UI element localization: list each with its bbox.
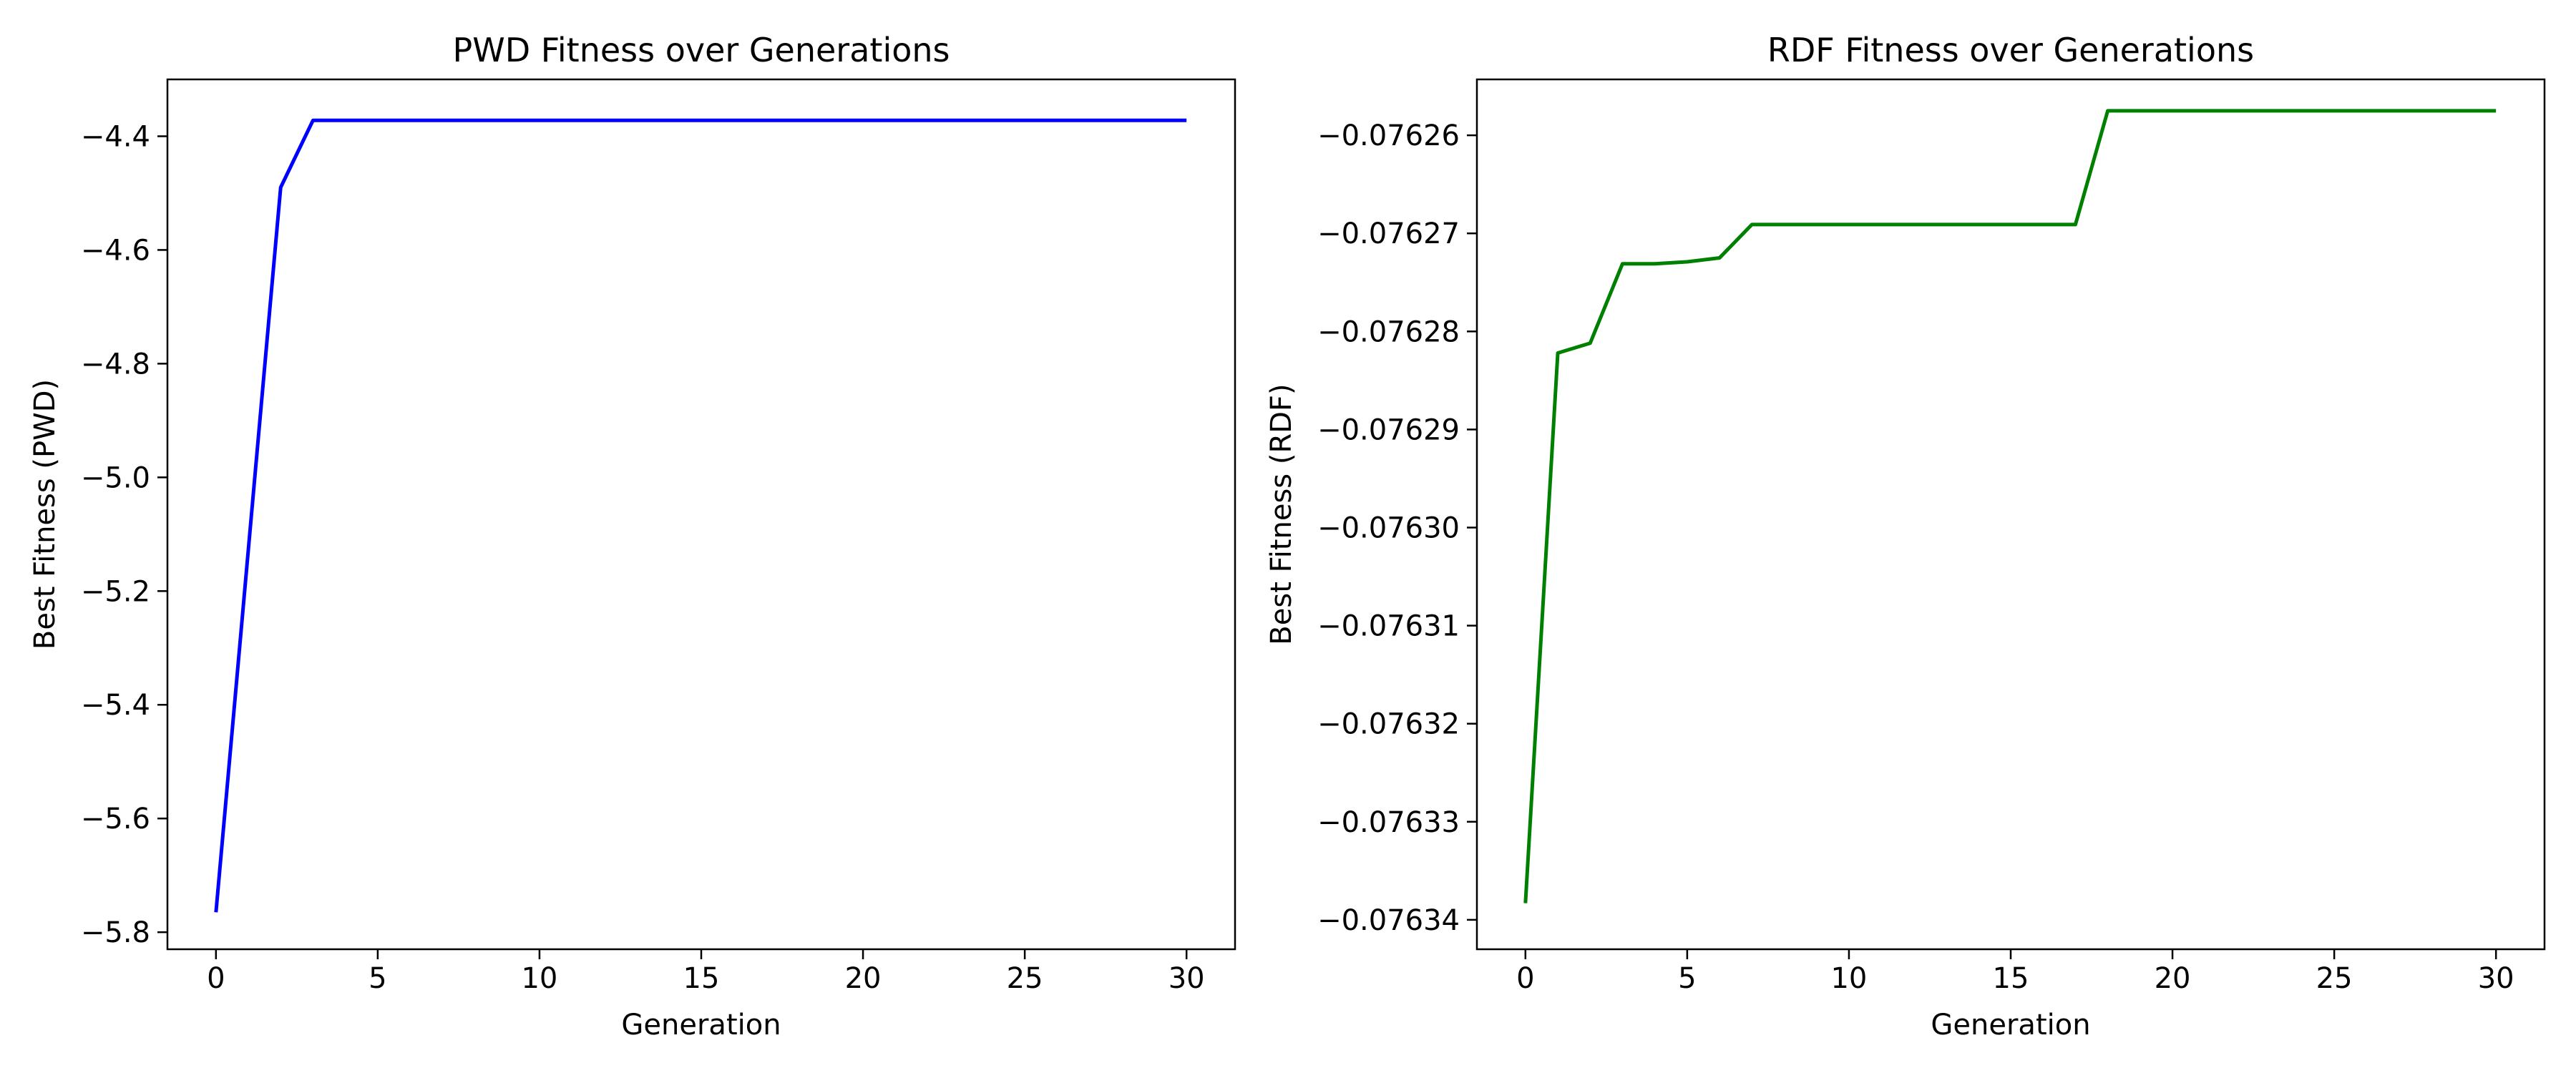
y-axis-label: Best Fitness (PWD)	[29, 379, 62, 650]
y-axis-label: Best Fitness (RDF)	[1265, 383, 1298, 645]
x-tick-label: 25	[1007, 962, 1043, 995]
x-tick-label: 5	[1678, 962, 1696, 995]
chart-title: RDF Fitness over Generations	[1767, 31, 2254, 69]
y-tick-label: −5.6	[81, 803, 150, 836]
x-tick-label: 0	[207, 962, 225, 995]
y-tick-label: −0.07628	[1317, 315, 1460, 348]
x-tick-label: 20	[845, 962, 882, 995]
x-tick-label: 10	[521, 962, 557, 995]
series-lines	[1523, 109, 2497, 903]
pwd-fitness-chart: PWD Fitness over Generations Generation …	[29, 31, 1236, 1042]
rdf-fitness-chart: RDF Fitness over Generations Generation …	[1265, 31, 2546, 1042]
y-tick-label: −0.07626	[1317, 119, 1460, 152]
series-line	[214, 118, 1187, 913]
y-tick-label: −5.2	[81, 575, 150, 608]
x-tick-label: 30	[1169, 962, 1205, 995]
y-ticks: −4.4 −4.6 −4.8 −5.0 −5.2 −5.4 −5.6 −5.8	[81, 120, 167, 949]
x-tick-label: 30	[2478, 962, 2514, 995]
y-tick-label: −5.0	[81, 461, 150, 494]
chart-title: PWD Fitness over Generations	[453, 31, 950, 69]
y-tick-label: −5.8	[81, 916, 150, 949]
plot-area-frame	[1475, 78, 2546, 951]
y-tick-label: −4.6	[81, 234, 150, 267]
x-tick-label: 20	[2155, 962, 2191, 995]
y-tick-label: −0.07627	[1317, 217, 1460, 250]
y-tick-label: −5.4	[81, 689, 150, 722]
y-tick-label: −4.4	[81, 120, 150, 153]
x-ticks: 0 5 10 15 20 25 30	[1516, 949, 2514, 995]
series-lines	[214, 118, 1187, 913]
y-tick-label: −4.8	[81, 348, 150, 381]
x-tick-label: 0	[1516, 962, 1534, 995]
y-tick-label: −0.07630	[1317, 512, 1460, 545]
y-tick-label: −0.07633	[1317, 806, 1460, 839]
series-line	[1523, 109, 2497, 903]
x-tick-label: 25	[2316, 962, 2353, 995]
y-tick-label: −0.07629	[1317, 413, 1460, 446]
x-tick-label: 5	[369, 962, 386, 995]
plot-area-frame	[166, 78, 1236, 951]
x-axis-label: Generation	[1931, 1009, 2090, 1042]
y-tick-label: −0.07632	[1317, 708, 1460, 741]
x-ticks: 0 5 10 15 20 25 30	[207, 949, 1205, 995]
x-axis-label: Generation	[621, 1009, 781, 1042]
x-tick-label: 15	[683, 962, 720, 995]
y-tick-label: −0.07634	[1317, 904, 1460, 937]
x-tick-label: 10	[1830, 962, 1867, 995]
y-tick-label: −0.07631	[1317, 610, 1460, 643]
x-tick-label: 15	[1993, 962, 2029, 995]
y-ticks: −0.07626 −0.07627 −0.07628 −0.07629 −0.07630…	[1317, 119, 1477, 937]
